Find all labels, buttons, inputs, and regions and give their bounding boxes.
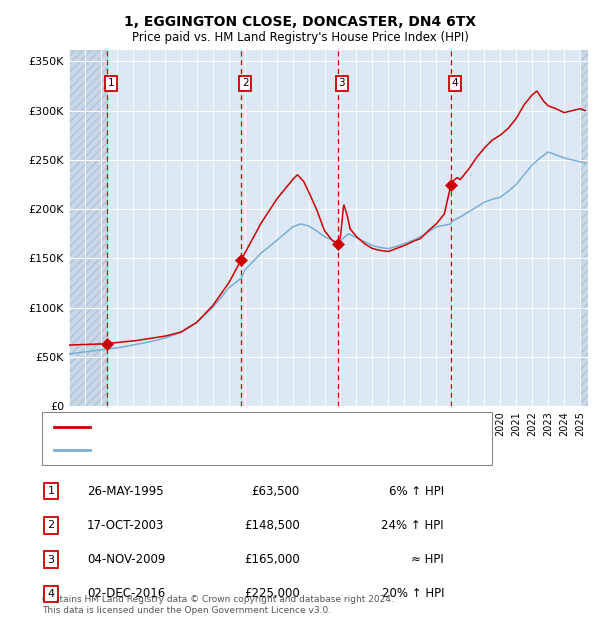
Text: 4: 4	[452, 79, 458, 89]
Text: 6% ↑ HPI: 6% ↑ HPI	[389, 485, 444, 498]
Text: ≈ HPI: ≈ HPI	[411, 553, 444, 566]
Text: £165,000: £165,000	[244, 553, 300, 566]
Text: 1: 1	[47, 486, 55, 497]
Text: 17-OCT-2003: 17-OCT-2003	[87, 519, 164, 532]
Text: Price paid vs. HM Land Registry's House Price Index (HPI): Price paid vs. HM Land Registry's House …	[131, 31, 469, 44]
Text: 26-MAY-1995: 26-MAY-1995	[87, 485, 164, 498]
Text: 3: 3	[47, 554, 55, 565]
Text: £63,500: £63,500	[252, 485, 300, 498]
Text: £148,500: £148,500	[244, 519, 300, 532]
Text: 2: 2	[242, 79, 248, 89]
Text: Contains HM Land Registry data © Crown copyright and database right 2024.: Contains HM Land Registry data © Crown c…	[42, 595, 394, 604]
Text: 04-NOV-2009: 04-NOV-2009	[87, 553, 166, 566]
Text: This data is licensed under the Open Government Licence v3.0.: This data is licensed under the Open Gov…	[42, 606, 331, 615]
Text: £225,000: £225,000	[244, 587, 300, 600]
Text: 20% ↑ HPI: 20% ↑ HPI	[382, 587, 444, 600]
Text: 2: 2	[47, 520, 55, 531]
Text: 4: 4	[47, 588, 55, 599]
Bar	[580, 50, 588, 406]
Bar	[69, 50, 107, 406]
Text: 1: 1	[107, 79, 115, 89]
Text: 24% ↑ HPI: 24% ↑ HPI	[382, 519, 444, 532]
Text: 02-DEC-2016: 02-DEC-2016	[87, 587, 165, 600]
Text: 1, EGGINGTON CLOSE, DONCASTER, DN4 6TX: 1, EGGINGTON CLOSE, DONCASTER, DN4 6TX	[124, 16, 476, 30]
Text: 3: 3	[338, 79, 345, 89]
Text: HPI: Average price, detached house, Doncaster: HPI: Average price, detached house, Donc…	[96, 445, 343, 455]
Text: 1, EGGINGTON CLOSE, DONCASTER, DN4 6TX (detached house): 1, EGGINGTON CLOSE, DONCASTER, DN4 6TX (…	[96, 422, 429, 432]
